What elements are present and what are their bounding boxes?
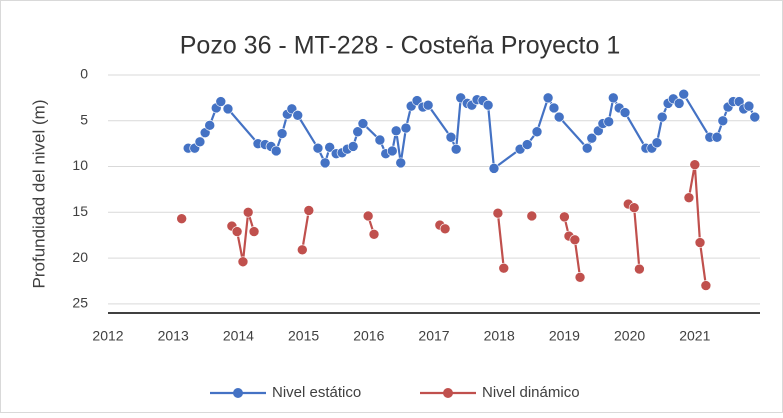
data-point	[357, 118, 369, 129]
data-point	[296, 244, 308, 256]
data-point	[521, 139, 533, 150]
legend-swatch-marker	[443, 388, 453, 398]
x-tick-label: 2017	[418, 328, 449, 344]
data-point	[400, 122, 412, 134]
data-point	[292, 109, 304, 121]
data-point	[450, 143, 462, 155]
x-tick-label: 2015	[288, 328, 319, 344]
x-tick-label: 2020	[614, 328, 645, 344]
data-point	[531, 126, 543, 138]
data-point	[542, 92, 554, 104]
data-point	[586, 132, 598, 144]
chart-title: Pozo 36 - MT-228 - Costeña Proyecto 1	[180, 32, 621, 60]
x-tick-label: 2019	[549, 328, 580, 344]
data-point	[439, 223, 451, 235]
data-point	[482, 99, 494, 111]
data-point	[717, 115, 729, 127]
data-point	[498, 262, 510, 274]
data-point	[395, 157, 407, 169]
data-point	[488, 163, 500, 174]
data-point	[700, 280, 712, 291]
data-point	[347, 141, 359, 152]
data-point	[574, 271, 586, 283]
data-point	[242, 207, 254, 218]
data-point	[607, 92, 619, 104]
data-point	[492, 207, 504, 219]
data-point	[312, 142, 324, 154]
data-point	[749, 111, 761, 123]
data-point	[628, 202, 640, 214]
y-tick-label: 25	[72, 295, 88, 311]
data-point	[215, 96, 227, 107]
data-point	[689, 159, 701, 171]
x-tick-label: 2021	[679, 328, 710, 344]
data-point	[204, 120, 216, 131]
data-point	[303, 205, 315, 216]
data-point	[673, 98, 685, 109]
data-point	[324, 142, 335, 153]
y-tick-label: 15	[72, 203, 88, 219]
data-point	[445, 131, 457, 143]
data-point	[222, 103, 234, 115]
data-point	[390, 125, 402, 137]
x-tick-label: 2014	[223, 328, 254, 344]
data-point	[683, 192, 695, 203]
y-tick-label: 10	[72, 157, 88, 173]
legend-label: Nivel dinámico	[482, 384, 580, 401]
y-axis-title: Profundidad del nivel (m)	[29, 100, 48, 289]
data-point	[386, 145, 398, 157]
data-point	[694, 237, 706, 248]
data-point	[569, 234, 581, 246]
data-point	[656, 111, 668, 123]
y-tick-label: 0	[80, 66, 88, 82]
data-point	[352, 126, 364, 138]
data-point	[526, 210, 538, 222]
legend-swatch-marker	[233, 388, 243, 398]
data-point	[368, 228, 380, 240]
data-point	[743, 100, 755, 112]
data-point	[581, 142, 593, 154]
data-point	[603, 116, 615, 127]
data-point	[619, 107, 631, 118]
x-tick-label: 2016	[353, 328, 384, 344]
data-point	[237, 256, 249, 268]
data-point	[319, 157, 331, 169]
data-point	[634, 263, 645, 275]
data-point	[248, 226, 260, 237]
data-point	[231, 226, 243, 237]
data-point	[711, 131, 723, 143]
data-point	[194, 136, 206, 148]
data-point	[559, 211, 570, 223]
y-tick-label: 5	[80, 111, 88, 127]
x-tick-label: 2013	[158, 328, 189, 344]
data-point	[276, 128, 288, 139]
x-tick-label: 2018	[484, 328, 515, 344]
data-point	[553, 111, 565, 123]
data-point	[374, 134, 386, 146]
legend-label: Nivel estático	[272, 384, 361, 401]
x-tick-label: 2012	[92, 328, 123, 344]
data-point	[422, 99, 434, 111]
data-point	[270, 145, 282, 157]
data-point	[362, 210, 374, 222]
data-point	[678, 88, 690, 100]
data-point	[176, 213, 187, 225]
y-tick-label: 20	[72, 249, 88, 265]
data-point	[651, 137, 663, 149]
data-point	[548, 102, 560, 114]
